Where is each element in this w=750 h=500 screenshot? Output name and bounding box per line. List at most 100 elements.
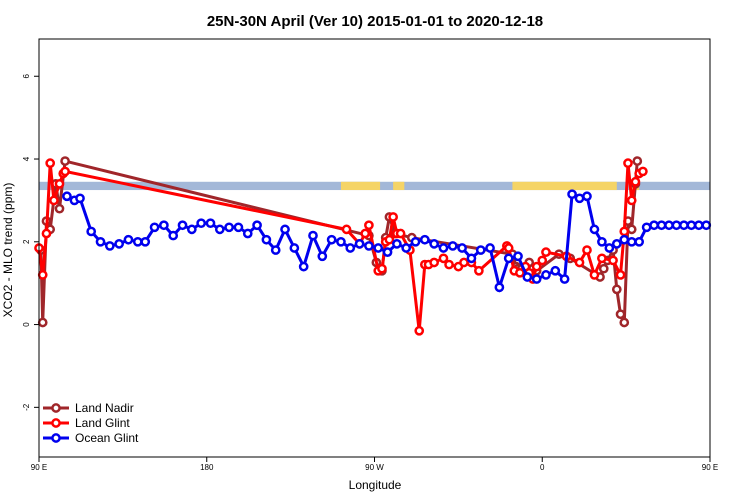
- data-point: [447, 241, 458, 251]
- legend-marker: [51, 403, 61, 413]
- data-point: [341, 224, 352, 235]
- data-point: [679, 220, 689, 231]
- data-point: [419, 234, 430, 245]
- data-point: [626, 195, 637, 206]
- data-point: [410, 236, 421, 247]
- data-point: [177, 220, 188, 231]
- data-point: [597, 253, 607, 264]
- data-point: [114, 239, 124, 249]
- data-point: [567, 189, 577, 200]
- data-point: [598, 263, 609, 274]
- data-point: [459, 257, 469, 268]
- data-point: [693, 220, 704, 231]
- data-point: [308, 230, 318, 241]
- data-point: [623, 158, 633, 169]
- data-point: [60, 166, 70, 177]
- x-tick-label: 90 E: [702, 463, 718, 472]
- data-point: [671, 220, 682, 231]
- data-point: [611, 284, 622, 295]
- data-point: [474, 265, 484, 276]
- data-point: [252, 220, 262, 231]
- data-point: [186, 224, 197, 235]
- y-tick-label: 6: [22, 73, 31, 78]
- series-ocean-glint: [62, 189, 712, 293]
- legend-label: Ocean Glint: [75, 431, 139, 445]
- data-point: [233, 222, 244, 233]
- data-point: [280, 224, 290, 235]
- data-point: [54, 203, 65, 214]
- data-point: [537, 255, 548, 266]
- data-point: [360, 228, 371, 239]
- data-point: [75, 193, 85, 204]
- data-point: [531, 261, 542, 272]
- data-point: [414, 325, 425, 336]
- data-point: [317, 251, 328, 262]
- data-point: [664, 220, 674, 231]
- data-point: [559, 274, 570, 284]
- land-band-segment: [340, 181, 381, 191]
- legend-label: Land Nadir: [75, 401, 134, 415]
- legend-marker: [51, 418, 61, 428]
- data-point: [261, 234, 272, 245]
- data-point: [619, 234, 630, 245]
- data-point: [214, 224, 225, 235]
- data-point: [373, 243, 384, 253]
- y-tick-label: 2: [22, 239, 31, 244]
- legend-label: Land Glint: [75, 416, 130, 430]
- data-point: [132, 236, 143, 247]
- data-point: [104, 241, 115, 251]
- series-layer: [34, 156, 712, 336]
- data-point: [619, 226, 630, 237]
- data-point: [326, 234, 337, 245]
- data-point: [626, 236, 637, 247]
- data-point: [62, 191, 72, 202]
- x-axis-label: Longitude: [349, 478, 402, 492]
- data-point: [485, 243, 495, 253]
- y-tick-label: 0: [22, 322, 31, 327]
- data-point: [522, 272, 533, 282]
- data-point: [364, 220, 374, 231]
- data-point: [626, 224, 637, 235]
- data-point: [395, 228, 406, 239]
- data-point: [574, 193, 585, 204]
- data-point: [429, 239, 439, 249]
- data-point: [149, 222, 160, 233]
- data-point: [242, 228, 253, 239]
- data-point: [196, 218, 207, 229]
- data-point: [224, 222, 234, 233]
- data-point: [608, 255, 618, 266]
- chart-title: 25N-30N April (Ver 10) 2015-01-01 to 202…: [207, 13, 543, 30]
- data-point: [438, 243, 449, 253]
- data-point: [429, 257, 439, 268]
- y-tick-label: -2: [22, 403, 31, 411]
- data-point: [37, 317, 48, 328]
- data-point: [638, 166, 648, 177]
- data-point: [515, 267, 525, 278]
- x-tick-label: 90 E: [31, 463, 47, 472]
- data-point: [444, 259, 454, 270]
- data-point: [60, 156, 70, 166]
- data-point: [466, 253, 477, 264]
- data-point: [634, 236, 645, 247]
- x-tick-label: 90 W: [365, 463, 384, 472]
- data-point: [615, 270, 626, 280]
- y-axis-label: XCO2 - MLO trend (ppm): [1, 183, 15, 318]
- data-point: [531, 274, 542, 284]
- data-point: [611, 239, 622, 249]
- data-point: [503, 243, 514, 253]
- data-point: [630, 176, 641, 187]
- data-point: [597, 236, 607, 247]
- data-point: [54, 179, 65, 189]
- data-point: [168, 230, 179, 241]
- x-tick-label: 180: [200, 463, 214, 472]
- data-point: [604, 243, 615, 253]
- data-point: [388, 212, 398, 222]
- data-point: [589, 224, 600, 235]
- data-point: [45, 158, 56, 169]
- data-point: [438, 253, 449, 264]
- data-point: [392, 239, 402, 249]
- data-point: [686, 220, 697, 231]
- data-point: [354, 239, 365, 249]
